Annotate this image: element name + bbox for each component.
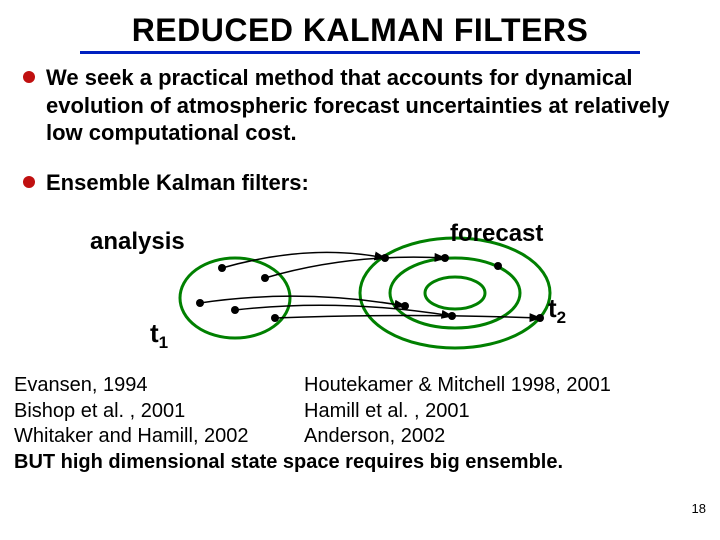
t1-sub: 1 <box>159 333 168 352</box>
ref-row-3: Whitaker and Hamill, 2002 Anderson, 2002 <box>14 424 706 450</box>
ref-right-1: Houtekamer & Mitchell 1998, 2001 <box>304 373 611 399</box>
bullet-row-1: We seek a practical method that accounts… <box>0 64 720 147</box>
bullet-text-2: Ensemble Kalman filters: <box>46 169 309 197</box>
t2-sub: 2 <box>557 308 566 327</box>
references-block: Evansen, 1994 Houtekamer & Mitchell 1998… <box>0 373 720 475</box>
t2-var: t <box>548 293 557 323</box>
ensemble-diagram: analysis forecast t1 t2 <box>0 198 720 373</box>
ref-right-2: Hamill et al. , 2001 <box>304 399 470 425</box>
t1-label: t1 <box>150 318 168 353</box>
bullet-text-1: We seek a practical method that accounts… <box>46 64 706 147</box>
forecast-label: forecast <box>450 220 543 248</box>
bullet-dot-icon <box>22 175 36 189</box>
ref-row-2: Bishop et al. , 2001 Hamill et al. , 200… <box>14 399 706 425</box>
bullet-dot-icon <box>22 70 36 84</box>
ref-left-1: Evansen, 1994 <box>14 373 304 399</box>
ref-left-2: Bishop et al. , 2001 <box>14 399 304 425</box>
t1-var: t <box>150 318 159 348</box>
slide-title: REDUCED KALMAN FILTERS <box>0 0 720 49</box>
page-number: 18 <box>692 501 706 516</box>
t2-label: t2 <box>548 293 566 328</box>
ref-right-3: Anderson, 2002 <box>304 424 445 450</box>
ref-row-4: BUT high dimensional state space require… <box>14 450 706 476</box>
bullet-row-2: Ensemble Kalman filters: <box>0 169 720 197</box>
analysis-label: analysis <box>90 228 185 256</box>
ref-left-3: Whitaker and Hamill, 2002 <box>14 424 304 450</box>
ref-row-1: Evansen, 1994 Houtekamer & Mitchell 1998… <box>14 373 706 399</box>
diagram-svg <box>0 198 720 373</box>
title-underline <box>80 51 640 54</box>
